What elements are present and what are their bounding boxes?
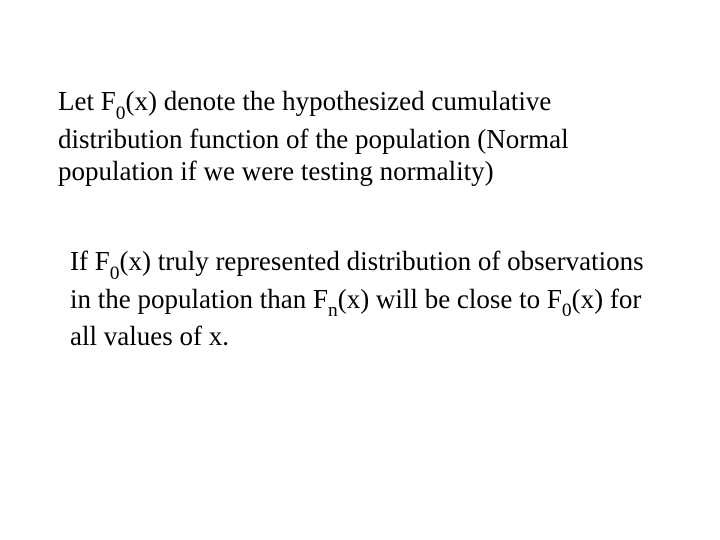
text: Let F (58, 86, 116, 116)
subscript: n (328, 300, 338, 321)
subscript: 0 (116, 103, 126, 124)
text: If F (70, 246, 110, 276)
text: (x) will be close to F (338, 284, 562, 314)
text: (x) denote the hypothesized cumulative d… (58, 86, 569, 186)
slide: Let F0(x) denote the hypothesized cumula… (0, 0, 720, 540)
paragraph-1: Let F0(x) denote the hypothesized cumula… (58, 85, 648, 187)
subscript: 0 (562, 300, 572, 321)
subscript: 0 (110, 263, 120, 284)
paragraph-2: If F0(x) truly represented distribution … (70, 245, 660, 353)
